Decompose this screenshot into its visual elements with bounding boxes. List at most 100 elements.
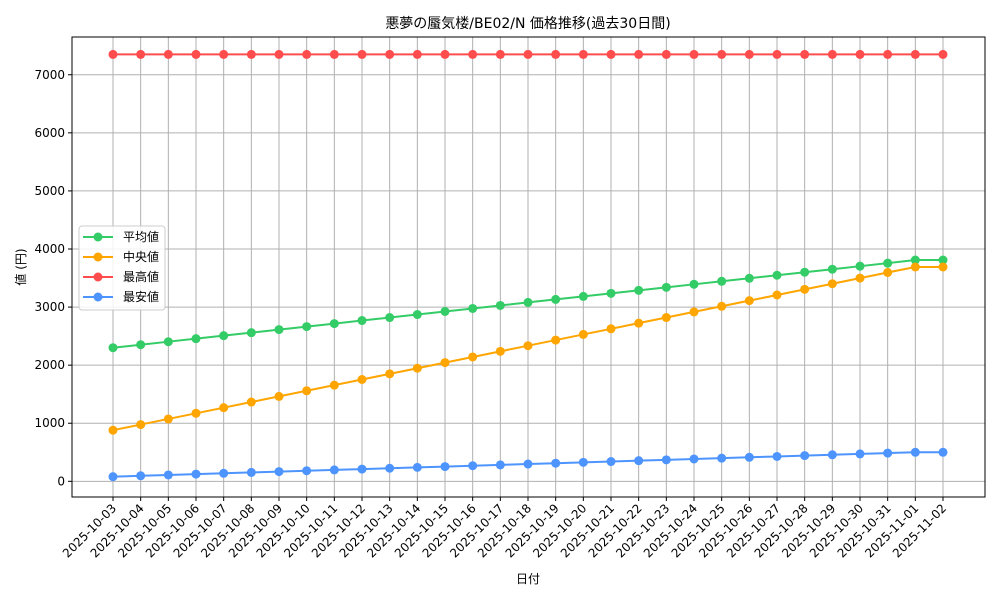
data-point bbox=[108, 425, 118, 435]
data-point bbox=[606, 49, 616, 59]
data-point bbox=[163, 337, 173, 347]
y-axis-ticks: 0 1000 2000 3000 4000 5000 6000 7000 bbox=[34, 68, 72, 488]
data-point bbox=[578, 49, 588, 59]
data-point bbox=[523, 341, 533, 351]
y-tick-label: 6000 bbox=[34, 126, 65, 140]
y-tick-label: 5000 bbox=[34, 184, 65, 198]
data-point bbox=[357, 316, 367, 326]
data-point bbox=[717, 276, 727, 286]
y-tick-label: 4000 bbox=[34, 242, 65, 256]
data-point bbox=[108, 49, 118, 59]
data-point bbox=[329, 380, 339, 390]
data-point bbox=[385, 463, 395, 473]
data-point bbox=[551, 458, 561, 468]
x-axis-ticks: 2025-10-032025-10-042025-10-052025-10-06… bbox=[60, 497, 949, 560]
data-point bbox=[661, 282, 671, 292]
data-point bbox=[827, 49, 837, 59]
data-point bbox=[246, 397, 256, 407]
data-point bbox=[938, 49, 948, 59]
data-point bbox=[412, 310, 422, 320]
data-point bbox=[551, 335, 561, 345]
legend-marker-icon bbox=[93, 272, 103, 282]
data-point bbox=[883, 49, 893, 59]
data-point bbox=[800, 267, 810, 277]
data-point bbox=[302, 322, 312, 332]
data-point bbox=[385, 369, 395, 379]
data-point bbox=[910, 49, 920, 59]
data-point bbox=[329, 319, 339, 329]
data-point bbox=[246, 467, 256, 477]
data-point bbox=[855, 449, 865, 459]
data-point bbox=[385, 49, 395, 59]
legend-label: 中央値 bbox=[123, 249, 159, 264]
data-point bbox=[274, 49, 284, 59]
data-point bbox=[219, 49, 229, 59]
legend-box bbox=[78, 225, 166, 311]
legend-label: 平均値 bbox=[123, 229, 159, 244]
data-point bbox=[910, 262, 920, 272]
data-point bbox=[357, 464, 367, 474]
data-point bbox=[523, 49, 533, 59]
data-point bbox=[717, 453, 727, 463]
data-point bbox=[302, 386, 312, 396]
data-point bbox=[412, 462, 422, 472]
data-point bbox=[800, 49, 810, 59]
series-1 bbox=[108, 262, 948, 435]
series-0 bbox=[108, 255, 948, 353]
data-point bbox=[634, 318, 644, 328]
data-point bbox=[246, 328, 256, 338]
data-point bbox=[274, 391, 284, 401]
data-point bbox=[136, 420, 146, 430]
data-point bbox=[191, 408, 201, 418]
data-point bbox=[634, 456, 644, 466]
data-point bbox=[551, 294, 561, 304]
data-point bbox=[606, 324, 616, 334]
data-point bbox=[136, 49, 146, 59]
data-point bbox=[495, 300, 505, 310]
data-point bbox=[744, 273, 754, 283]
data-point bbox=[772, 270, 782, 280]
chart-title: 悪夢の蜃気楼/BE02/N 価格推移(過去30日間) bbox=[385, 16, 670, 32]
legend-marker-icon bbox=[93, 252, 103, 262]
data-point bbox=[246, 49, 256, 59]
data-point bbox=[634, 49, 644, 59]
data-point bbox=[357, 49, 367, 59]
data-point bbox=[855, 49, 865, 59]
data-point bbox=[772, 451, 782, 461]
y-tick-label: 7000 bbox=[34, 68, 65, 82]
data-point bbox=[440, 358, 450, 368]
data-point bbox=[163, 49, 173, 59]
data-point bbox=[523, 459, 533, 469]
data-point bbox=[855, 261, 865, 271]
data-point bbox=[661, 455, 671, 465]
legend-marker-icon bbox=[93, 232, 103, 242]
data-point bbox=[412, 49, 422, 59]
data-point bbox=[551, 49, 561, 59]
data-point bbox=[578, 291, 588, 301]
y-tick-label: 0 bbox=[57, 474, 65, 488]
data-point bbox=[219, 468, 229, 478]
y-tick-label: 2000 bbox=[34, 358, 65, 372]
data-point bbox=[495, 460, 505, 470]
data-point bbox=[661, 313, 671, 323]
data-point bbox=[606, 288, 616, 298]
data-point bbox=[219, 331, 229, 341]
data-point bbox=[329, 465, 339, 475]
data-point bbox=[689, 454, 699, 464]
legend-label: 最安値 bbox=[123, 289, 159, 304]
series-3 bbox=[108, 447, 948, 482]
data-point bbox=[495, 49, 505, 59]
data-series bbox=[108, 49, 948, 482]
data-point bbox=[744, 452, 754, 462]
data-point bbox=[910, 447, 920, 457]
data-point bbox=[495, 346, 505, 356]
data-point bbox=[108, 343, 118, 353]
data-point bbox=[689, 307, 699, 317]
data-point bbox=[219, 403, 229, 413]
data-point bbox=[717, 49, 727, 59]
data-point bbox=[136, 340, 146, 350]
data-point bbox=[385, 313, 395, 323]
data-point bbox=[329, 49, 339, 59]
